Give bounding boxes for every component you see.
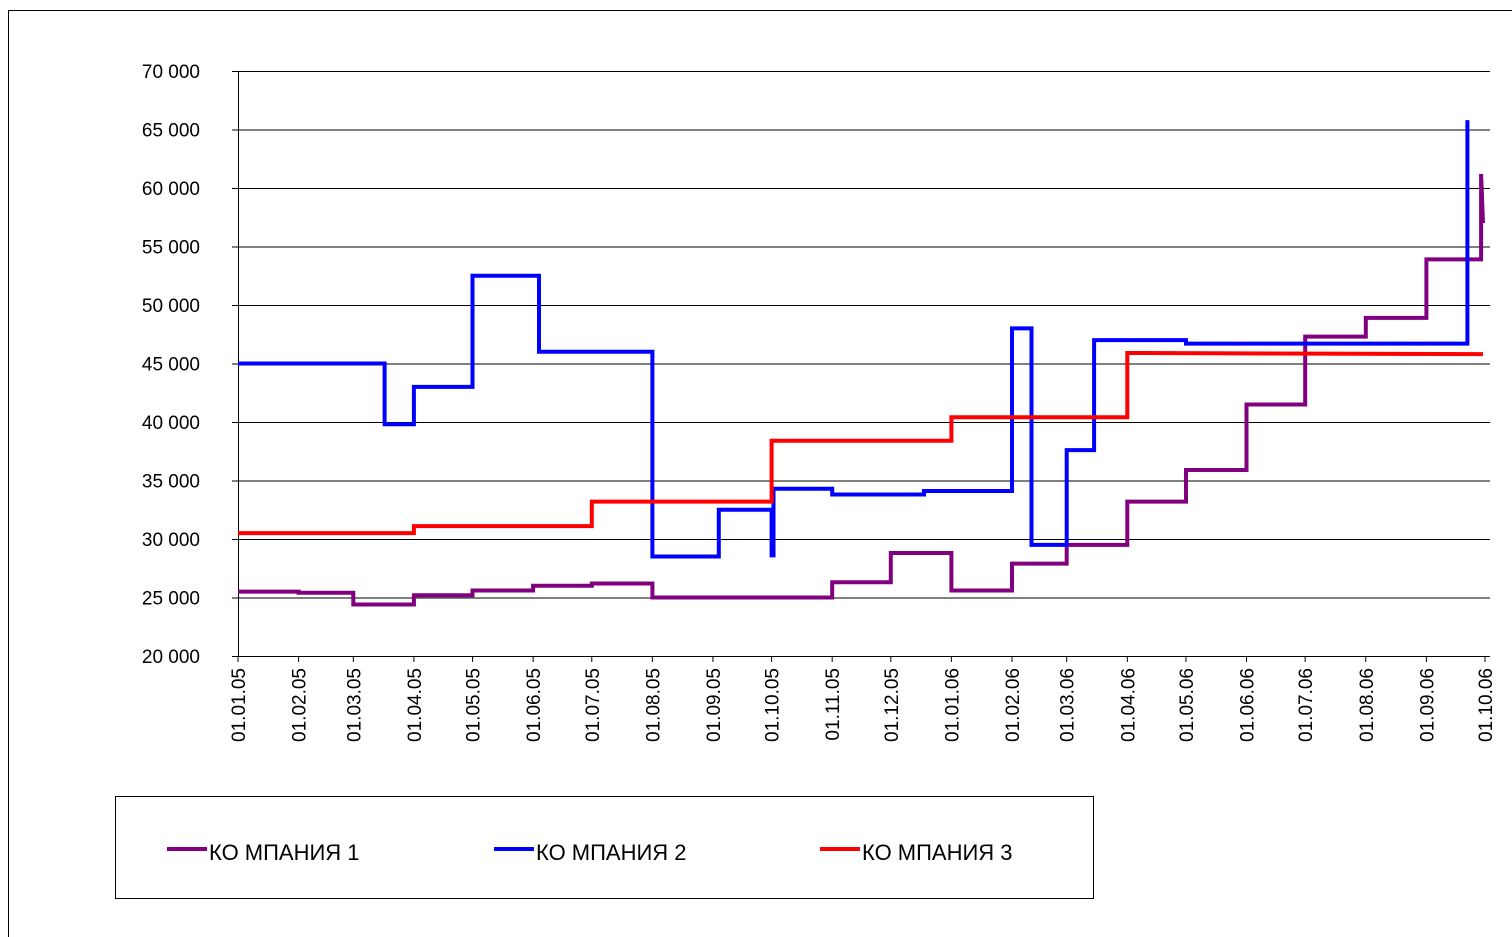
legend-label: КО МПАНИЯ 3 [862,840,1013,865]
y-tick-label: 30 000 [142,530,200,551]
x-tick-label: 01.04.05 [405,668,426,742]
y-tick-label: 20 000 [142,647,200,668]
y-tick-label: 45 000 [142,355,200,376]
x-tick-label: 01.03.05 [344,668,365,742]
x-tick-label: 01.08.06 [1357,668,1378,742]
y-tick-label: 50 000 [142,296,200,317]
y-tick-label: 55 000 [142,238,200,259]
x-tick-label: 01.05.05 [464,668,485,742]
x-tick-label: 01.12.05 [882,668,903,742]
legend-box [115,796,1094,899]
y-tick-label: 25 000 [142,589,200,610]
x-tick-label: 01.04.06 [1118,668,1139,742]
x-tick-label: 01.06.05 [524,668,545,742]
series-line [238,350,1484,536]
series-line [238,173,1485,607]
y-tick-label: 70 000 [142,62,200,83]
x-tick-label: 01.09.06 [1417,668,1438,742]
x-tick-label: 01.07.06 [1296,668,1317,742]
x-tick-label: 01.08.05 [643,668,664,742]
x-tick-label: 01.06.06 [1238,668,1259,742]
x-tick-label: 01.02.06 [1003,668,1024,742]
chart-border [8,10,1512,937]
x-tick-label: 01.11.05 [823,668,844,741]
y-tick-label: 65 000 [142,121,200,142]
y-tick-label: 60 000 [142,179,200,200]
x-tick-label: 01.10.06 [1476,668,1497,742]
y-tick-label: 40 000 [142,413,200,434]
y-tick-label: 35 000 [142,472,200,493]
legend-label: КО МПАНИЯ 1 [209,840,360,865]
x-tick-label: 01.07.05 [583,668,604,742]
x-tick-label: 01.09.05 [704,668,725,742]
x-tick-label: 01.03.06 [1058,668,1079,742]
x-tick-label: 01.01.06 [942,668,963,742]
x-tick-label: 01.01.05 [229,668,250,742]
legend-label: КО МПАНИЯ 2 [536,840,687,865]
series-line [238,120,1470,559]
x-tick-label: 01.02.05 [290,668,311,742]
x-tick-label: 01.05.06 [1177,668,1198,742]
x-tick-label: 01.10.05 [763,668,784,742]
